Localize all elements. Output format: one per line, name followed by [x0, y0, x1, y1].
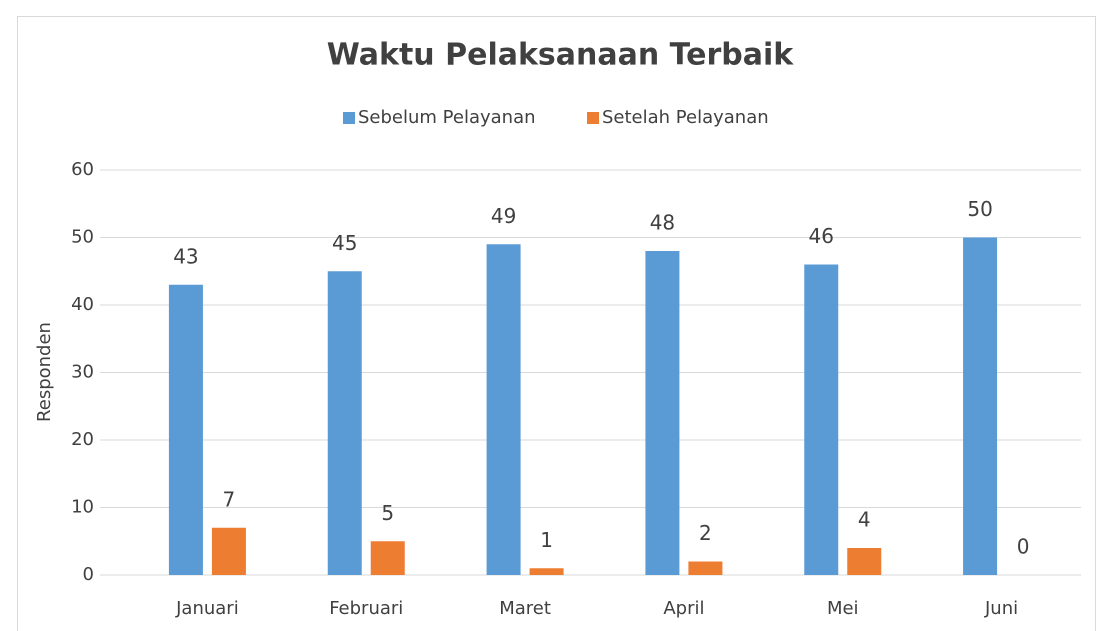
y-tick-label: 50 — [71, 227, 94, 248]
x-tick-label: Februari — [329, 598, 403, 619]
bar — [963, 237, 998, 575]
y-axis-label: Responden — [34, 322, 55, 422]
y-tick-label: 10 — [71, 497, 94, 518]
x-tick-label: Mei — [827, 598, 859, 619]
data-label: 7 — [223, 487, 236, 511]
data-label: 1 — [540, 528, 553, 552]
x-tick-label: Juni — [984, 598, 1018, 619]
y-tick-label: 60 — [71, 159, 94, 180]
legend-label: Setelah Pelayanan — [602, 107, 769, 128]
bar — [688, 561, 723, 575]
data-label: 2 — [699, 521, 712, 545]
y-tick-label: 0 — [83, 564, 94, 585]
bar — [645, 251, 680, 575]
data-label: 5 — [381, 501, 394, 525]
data-label: 4 — [858, 508, 871, 532]
data-label: 45 — [332, 231, 357, 255]
y-tick-label: 40 — [71, 294, 94, 315]
x-tick-label: Maret — [499, 598, 551, 619]
bar — [529, 568, 564, 575]
data-label: 50 — [967, 197, 992, 221]
y-tick-label: 20 — [71, 429, 94, 450]
y-tick-label: 30 — [71, 362, 94, 383]
x-tick-label: Januari — [175, 598, 239, 619]
bar — [211, 527, 246, 575]
legend-swatch — [343, 112, 355, 124]
data-label: 49 — [491, 204, 516, 228]
bar — [847, 548, 882, 575]
legend: Sebelum Pelayanan Setelah Pelayanan — [343, 107, 769, 128]
bar — [804, 264, 839, 575]
x-tick-label: April — [663, 598, 704, 619]
legend-swatch — [587, 112, 599, 124]
bar — [168, 284, 203, 575]
chart-title: Waktu Pelaksanaan Terbaik — [327, 38, 795, 73]
bar — [327, 271, 362, 575]
legend-label: Sebelum Pelayanan — [358, 107, 536, 128]
data-label: 48 — [650, 211, 675, 235]
data-label: 46 — [809, 224, 834, 248]
data-label: 0 — [1017, 535, 1030, 559]
bar — [486, 244, 521, 575]
bar — [370, 541, 405, 575]
data-label: 43 — [173, 244, 198, 268]
